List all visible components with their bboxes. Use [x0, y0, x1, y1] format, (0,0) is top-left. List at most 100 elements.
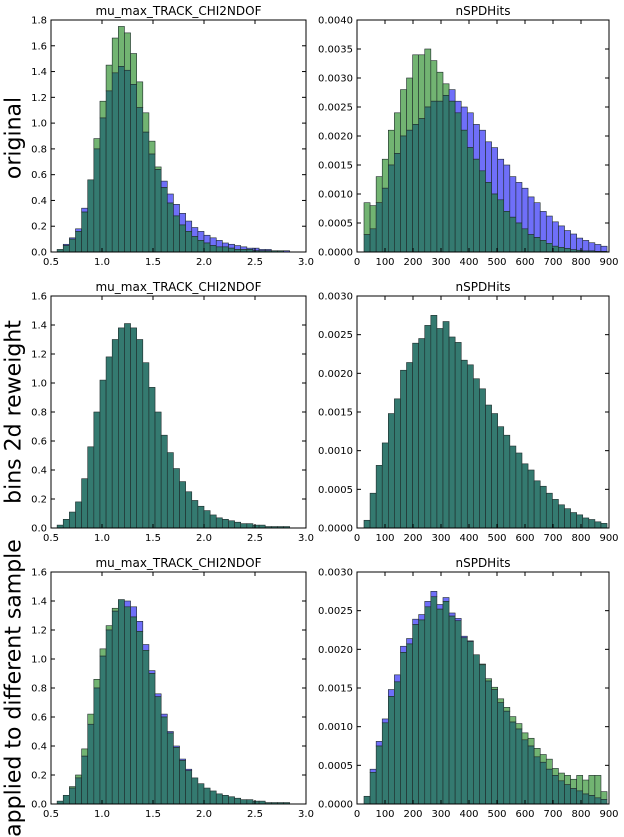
y-tick-label: 0.8 [31, 684, 47, 695]
y-tick-label: 0.6 [31, 437, 47, 448]
histogram-bar-top [515, 182, 523, 224]
histogram-bar-top [240, 246, 248, 250]
histogram-bar-top [448, 89, 456, 102]
histogram-bar-overlap [185, 770, 193, 805]
histogram-bar-overlap [418, 118, 426, 253]
histogram-bar-overlap [81, 478, 89, 529]
histogram-bar-top [124, 600, 131, 608]
histogram-bar-overlap [564, 784, 571, 805]
histogram-bar-top [130, 606, 137, 618]
histogram-bar-top [497, 158, 505, 201]
histogram-bar-overlap [363, 519, 371, 529]
histogram-bar-top [179, 213, 186, 226]
y-tick-label: 0.0005 [318, 485, 353, 496]
histogram-bar-overlap [533, 756, 541, 805]
histogram-bar-top [442, 83, 450, 96]
histogram-bar-overlap [215, 246, 223, 253]
histogram-bar-overlap [418, 619, 426, 805]
histogram-bar-overlap [375, 465, 383, 529]
histogram-bar-top [418, 54, 426, 119]
histogram-bar-top [466, 112, 474, 148]
histogram-bar-overlap [430, 315, 438, 529]
histogram-bar-top [394, 112, 401, 154]
y-tick-label: 1.8 [31, 16, 47, 27]
x-tick-label: 1.5 [145, 809, 161, 820]
histogram-bar-overlap [154, 411, 162, 529]
x-tick-label: 400 [459, 533, 478, 544]
y-tick-label: 0.0000 [318, 524, 353, 535]
x-tick-label: 400 [459, 257, 478, 268]
histogram-bar-overlap [558, 780, 565, 805]
y-tick-label: 0.8 [31, 408, 47, 419]
histogram-bar-top [228, 243, 235, 249]
histogram-bar-overlap [545, 492, 553, 529]
histogram-bar-overlap [381, 187, 389, 253]
x-tick-label: 0 [354, 257, 360, 268]
y-tick-label: 0.4 [31, 466, 47, 477]
histogram-bar-overlap [539, 240, 547, 253]
row-label-applied-to-different-sample: applied to different sample [1, 539, 27, 837]
y-tick-label: 1.0 [31, 119, 47, 130]
histogram-bar-overlap [215, 793, 223, 805]
histogram-bar-overlap [222, 794, 229, 805]
chart-panel-3: mu_max_TRACK_CHI2NDOF 0.5 1.0 1.5 2.0 2.5 3.0 0… [31, 280, 314, 544]
histogram-bar-overlap [381, 442, 389, 529]
y-tick-label: 0.2 [31, 495, 47, 506]
histogram-bar-overlap [203, 510, 211, 529]
x-tick-label: 2.0 [196, 533, 212, 544]
histogram-bar-overlap [448, 100, 456, 253]
histogram-bar-top [252, 247, 260, 252]
histogram-bar-overlap [503, 434, 511, 529]
histogram-bar-top [588, 775, 596, 796]
histogram-bar-overlap [69, 787, 76, 805]
histogram-bar-overlap [527, 469, 535, 529]
histogram-bar-top [582, 779, 590, 795]
y-tick-label: 0.0010 [318, 190, 353, 201]
x-tick-label: 200 [403, 257, 422, 268]
y-tick-label: 0.0005 [318, 219, 353, 230]
x-tick-label: 200 [403, 533, 422, 544]
x-tick-label: 900 [599, 257, 618, 268]
histogram-bar-overlap [75, 501, 82, 529]
histogram-bar-top [491, 147, 498, 195]
histogram-bar-top [142, 644, 150, 651]
histogram-bar-overlap [160, 716, 168, 805]
histogram-bar-overlap [369, 771, 377, 805]
histogram-bar-overlap [209, 514, 217, 529]
histogram-bar-overlap [509, 216, 517, 253]
x-tick-label: 2.5 [247, 257, 263, 268]
histogram-bar-top [521, 187, 529, 230]
histogram-bar-overlap [582, 517, 590, 529]
y-tick-label: 0.0 [31, 248, 47, 259]
histogram-bar-top [406, 77, 413, 131]
histogram-bar-top [564, 775, 571, 785]
histogram-bar-top [436, 71, 444, 102]
histogram-bar-top [388, 689, 395, 697]
histogram-bar-overlap [179, 481, 186, 529]
histogram-bar-overlap [473, 158, 480, 253]
histogram-bar-overlap [509, 445, 517, 529]
histogram-bar-overlap [412, 624, 419, 805]
histogram-bar-overlap [99, 117, 107, 253]
histogram-bar-top [454, 618, 462, 622]
x-tick-label: 700 [543, 809, 562, 820]
x-tick-label: 300 [431, 809, 450, 820]
row-label-original: original [1, 96, 27, 180]
y-tick-label: 1.4 [31, 321, 47, 332]
y-tick-label: 0.0040 [318, 16, 353, 27]
histogram-bar-top [185, 220, 193, 232]
x-tick-label: 700 [543, 533, 562, 544]
histogram-bar-overlap [81, 211, 89, 253]
histogram-bar-top [533, 202, 541, 238]
histogram-bar-top [424, 601, 432, 608]
histogram-bar-overlap [191, 236, 199, 253]
x-tick-label: 600 [515, 257, 534, 268]
y-tick-label: 0.0020 [318, 132, 353, 143]
histogram-bar-overlap [105, 356, 113, 529]
y-tick-label: 0.4 [31, 196, 47, 207]
histogram-bar-overlap [588, 795, 596, 805]
x-tick-label: 2.5 [247, 809, 263, 820]
histogram-bar-overlap [166, 202, 174, 253]
y-tick-label: 1.2 [31, 93, 47, 104]
